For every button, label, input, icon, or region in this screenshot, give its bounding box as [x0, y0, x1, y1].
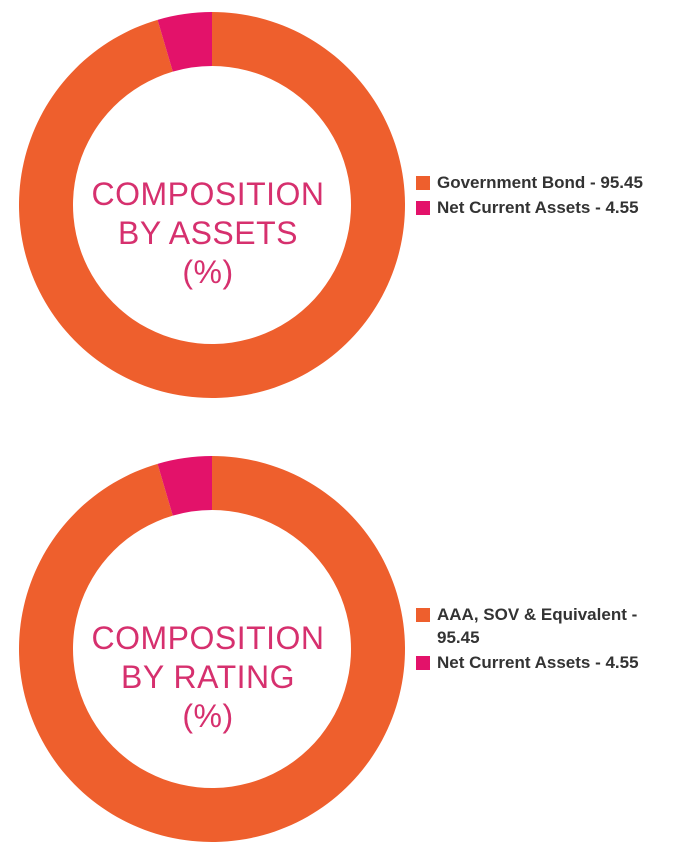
- donut-slice: [157, 456, 212, 516]
- chart-title: COMPOSITION BY RATING (%): [78, 619, 338, 736]
- legend-swatch: [416, 656, 430, 670]
- legend-swatch: [416, 176, 430, 190]
- chart-title-line: COMPOSITION: [91, 620, 325, 656]
- chart-title-line: BY RATING: [120, 659, 295, 695]
- chart-title-line: COMPOSITION: [91, 176, 325, 212]
- legend-item: Government Bond - 95.45: [416, 171, 666, 194]
- chart-legend: AAA, SOV & Equivalent - 95.45 Net Curren…: [416, 603, 666, 676]
- legend-swatch: [416, 608, 430, 622]
- composition-by-assets-chart: COMPOSITION BY ASSETS (%) Government Bon…: [0, 0, 675, 410]
- donut-chart-rating: [18, 456, 406, 842]
- legend-item: Net Current Assets - 4.55: [416, 196, 666, 219]
- composition-by-rating-chart: COMPOSITION BY RATING (%) AAA, SOV & Equ…: [0, 444, 675, 854]
- chart-title: COMPOSITION BY ASSETS (%): [78, 175, 338, 292]
- legend-item: Net Current Assets - 4.55: [416, 651, 666, 674]
- chart-title-line: (%): [182, 254, 234, 290]
- legend-label: AAA, SOV & Equivalent - 95.45: [437, 605, 638, 647]
- chart-legend: Government Bond - 95.45 Net Current Asse…: [416, 171, 666, 221]
- chart-title-line: BY ASSETS: [118, 215, 298, 251]
- donut-slice: [157, 11, 212, 72]
- chart-title-line: (%): [182, 698, 234, 734]
- legend-label: Net Current Assets - 4.55: [437, 198, 639, 217]
- legend-item: AAA, SOV & Equivalent - 95.45: [416, 603, 666, 649]
- legend-label: Net Current Assets - 4.55: [437, 653, 639, 672]
- donut-chart-assets: [18, 11, 406, 399]
- legend-label: Government Bond - 95.45: [437, 173, 643, 192]
- legend-swatch: [416, 201, 430, 215]
